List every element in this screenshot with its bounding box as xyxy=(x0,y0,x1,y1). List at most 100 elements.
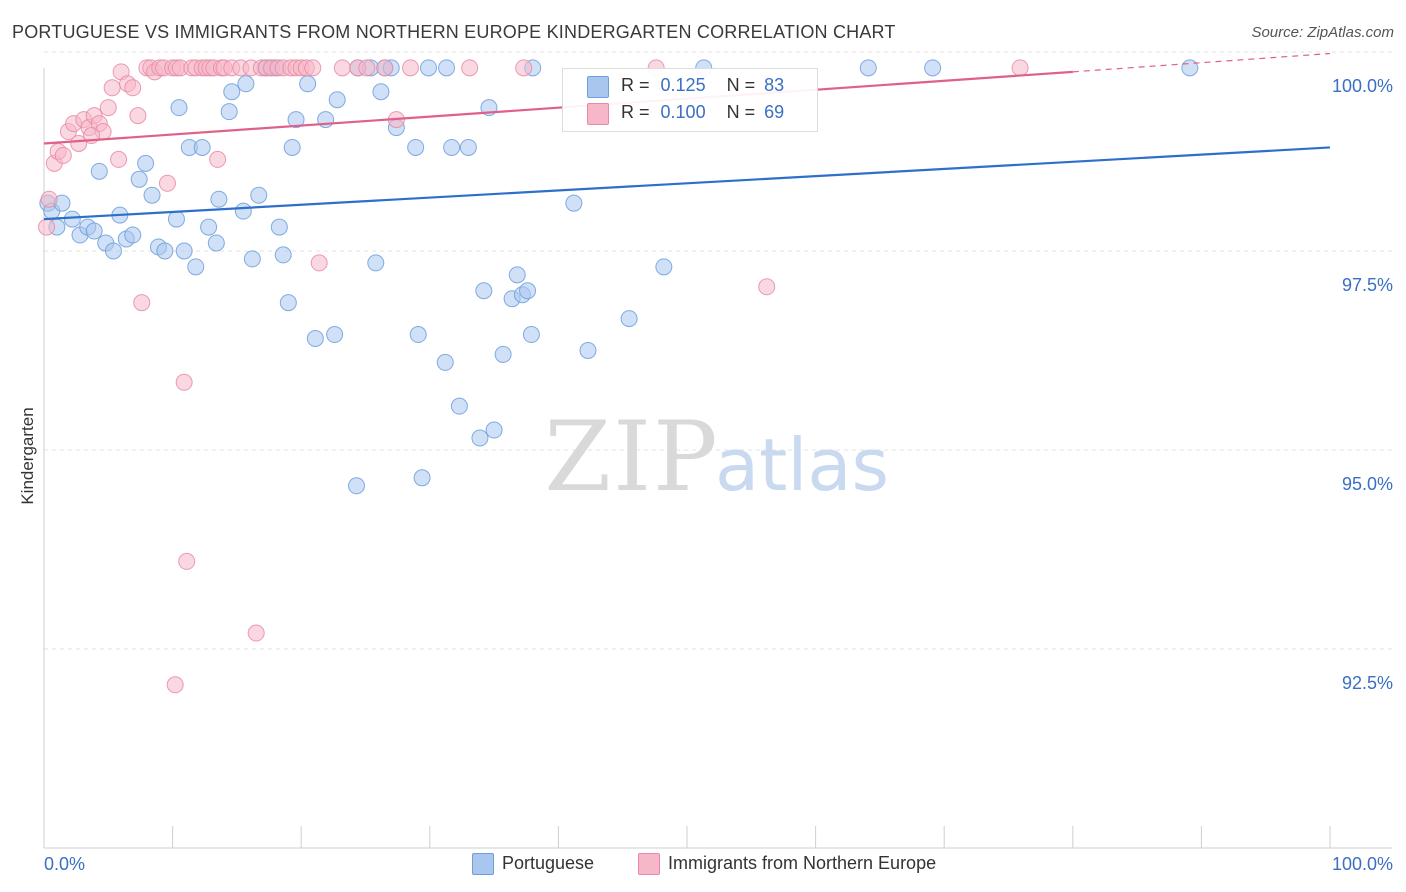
portuguese-point xyxy=(175,242,193,260)
portuguese-point xyxy=(274,246,292,264)
portuguese-point xyxy=(655,258,673,276)
portuguese-point xyxy=(104,242,122,260)
portuguese-point xyxy=(283,138,301,156)
n-label: N = xyxy=(726,75,756,95)
northern-europe-point xyxy=(158,174,176,192)
northern-europe-point xyxy=(358,59,376,77)
y-tick-label: 97.5% xyxy=(1342,275,1393,295)
chart-title: PORTUGUESE VS IMMIGRANTS FROM NORTHERN E… xyxy=(12,22,896,42)
source-label: Source: ZipAtlas.com xyxy=(1251,24,1394,41)
portuguese-point xyxy=(413,469,431,487)
legend-label: Portuguese xyxy=(502,853,595,873)
x-tick-label: 100.0% xyxy=(1332,854,1393,874)
gridlines xyxy=(44,51,1392,650)
portuguese-swatch xyxy=(587,76,609,98)
northern-europe-point xyxy=(333,59,351,77)
northern-europe-point xyxy=(461,59,479,77)
portuguese-point xyxy=(347,477,365,495)
r-label: R = xyxy=(621,75,650,95)
northern-europe-point xyxy=(758,278,776,296)
portuguese-point xyxy=(130,170,148,188)
portuguese-point xyxy=(200,218,218,236)
portuguese-point xyxy=(85,222,103,240)
portuguese-point xyxy=(471,429,489,447)
y-tick-label: 95.0% xyxy=(1342,474,1393,494)
y-tick-label: 100.0% xyxy=(1332,76,1393,96)
portuguese-point xyxy=(220,103,238,121)
tick-labels: 100.0% 97.5% 95.0% 92.5% 0.0% 100.0% xyxy=(44,76,1393,874)
portuguese-point xyxy=(436,353,454,371)
portuguese-point xyxy=(620,310,638,328)
portuguese-point xyxy=(420,59,438,77)
northern-europe-point xyxy=(402,59,420,77)
portuguese-point xyxy=(63,210,81,228)
portuguese-point xyxy=(234,202,252,220)
portuguese-point xyxy=(443,138,461,156)
portuguese-legend-swatch xyxy=(472,853,494,875)
n-value: 83 xyxy=(764,75,785,95)
portuguese-point xyxy=(137,154,155,172)
portuguese-point xyxy=(409,326,427,344)
northern-europe-point xyxy=(70,134,88,152)
portuguese-point xyxy=(250,186,268,204)
northern-europe-point xyxy=(110,150,128,168)
northern-europe-point xyxy=(515,59,533,77)
portuguese-point xyxy=(328,91,346,109)
portuguese-point xyxy=(187,258,205,276)
northern-europe-point xyxy=(166,676,184,694)
r-value: 0.100 xyxy=(660,102,706,122)
portuguese-point xyxy=(90,162,108,180)
portuguese-point xyxy=(207,234,225,252)
northern-europe-point xyxy=(54,146,72,164)
portuguese-point xyxy=(859,59,877,77)
portuguese-point xyxy=(485,421,503,439)
northern-europe-point xyxy=(124,79,142,97)
portuguese-point xyxy=(459,138,477,156)
portuguese-point xyxy=(270,218,288,236)
portuguese-point xyxy=(438,59,456,77)
data-points xyxy=(38,59,1199,694)
r-label: R = xyxy=(621,102,650,122)
portuguese-point xyxy=(508,266,526,284)
portuguese-point xyxy=(367,254,385,272)
northern-europe-trend-line xyxy=(43,70,1073,145)
watermark-atlas: atlas xyxy=(715,423,889,507)
portuguese-point xyxy=(279,294,297,312)
portuguese-point xyxy=(407,138,425,156)
x-tick-label: 0.0% xyxy=(44,854,85,874)
northern-europe-point xyxy=(178,552,196,570)
portuguese-point xyxy=(372,83,390,101)
trend-lines xyxy=(43,52,1331,221)
r-value: 0.125 xyxy=(660,75,706,95)
northern-europe-swatch xyxy=(587,103,609,125)
portuguese-point xyxy=(156,242,174,260)
n-label: N = xyxy=(726,102,756,122)
portuguese-trend-line xyxy=(43,146,1331,221)
northern-europe-point xyxy=(99,99,117,117)
portuguese-point xyxy=(522,326,540,344)
portuguese-point xyxy=(579,341,597,359)
portuguese-point xyxy=(1181,59,1199,77)
portuguese-point xyxy=(193,138,211,156)
northern-europe-point xyxy=(133,294,151,312)
northern-europe-point xyxy=(310,254,328,272)
northern-europe-point xyxy=(304,59,322,77)
watermark: ZIP atlas xyxy=(544,401,889,513)
portuguese-point xyxy=(299,75,317,93)
portuguese-point xyxy=(287,111,305,129)
portuguese-point xyxy=(924,59,942,77)
northern-europe-point xyxy=(38,218,56,236)
portuguese-point xyxy=(450,397,468,415)
northern-europe-legend-swatch xyxy=(638,853,660,875)
portuguese-point xyxy=(494,345,512,363)
axes xyxy=(43,68,1392,849)
northern-europe-point xyxy=(247,624,265,642)
portuguese-point xyxy=(170,99,188,117)
portuguese-point xyxy=(243,250,261,268)
watermark-zip: ZIP xyxy=(544,401,719,513)
portuguese-point xyxy=(237,75,255,93)
portuguese-point xyxy=(326,326,344,344)
northern-europe-point xyxy=(376,59,394,77)
portuguese-point xyxy=(143,186,161,204)
